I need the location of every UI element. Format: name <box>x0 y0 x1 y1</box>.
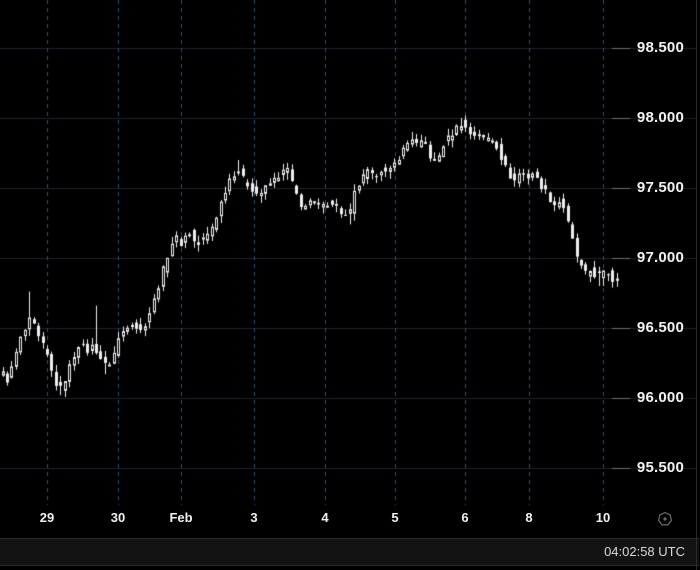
time-axis-label: 10 <box>595 510 611 525</box>
clock-utc[interactable]: 04:02:58 UTC <box>604 544 685 559</box>
price-axis-label: 98.000 <box>636 109 684 126</box>
time-axis-label: 4 <box>321 510 329 525</box>
settings-icon[interactable] <box>657 511 673 527</box>
time-axis-label: 3 <box>250 510 258 525</box>
price-chart[interactable] <box>0 0 700 538</box>
price-axis-label: 97.000 <box>636 249 684 266</box>
price-axis-label: 96.000 <box>636 389 684 406</box>
time-axis-label: 30 <box>110 510 126 525</box>
price-axis-label: 97.500 <box>636 179 684 196</box>
settings-dot-shape <box>663 517 667 521</box>
price-axis-label: 95.500 <box>636 459 684 476</box>
settings-octagon-shape <box>657 511 673 526</box>
price-axis-label: 98.500 <box>636 39 684 56</box>
window-right-border <box>696 0 697 570</box>
time-axis-label: 8 <box>525 510 533 525</box>
time-axis-label-month: Feb <box>169 510 193 525</box>
price-axis-label: 96.500 <box>636 319 684 336</box>
status-bar: 04:02:58 UTC <box>0 538 699 566</box>
time-axis-label: 5 <box>391 510 399 525</box>
time-axis-label: 6 <box>461 510 469 525</box>
time-axis-label: 29 <box>39 510 55 525</box>
